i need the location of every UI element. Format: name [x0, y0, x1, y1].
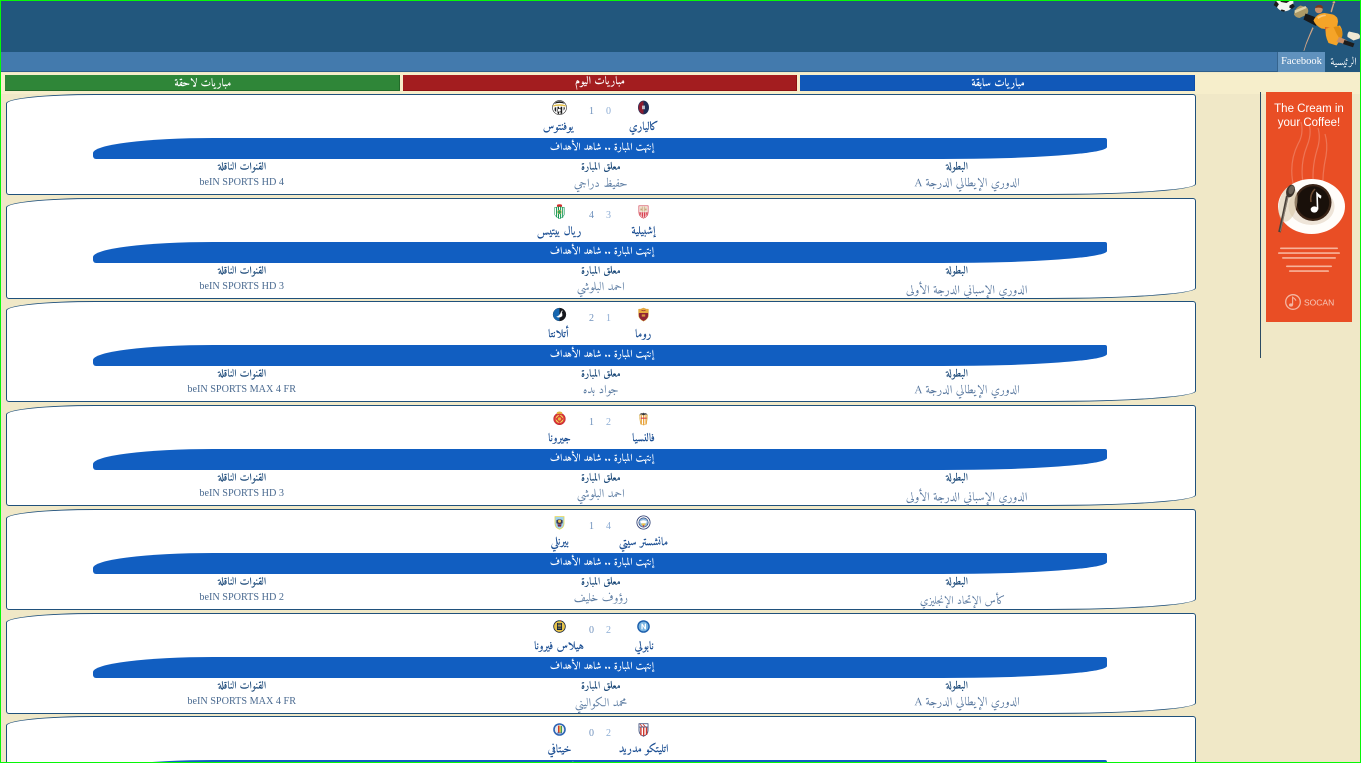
svg-text:SOCAN: SOCAN — [1304, 298, 1334, 308]
